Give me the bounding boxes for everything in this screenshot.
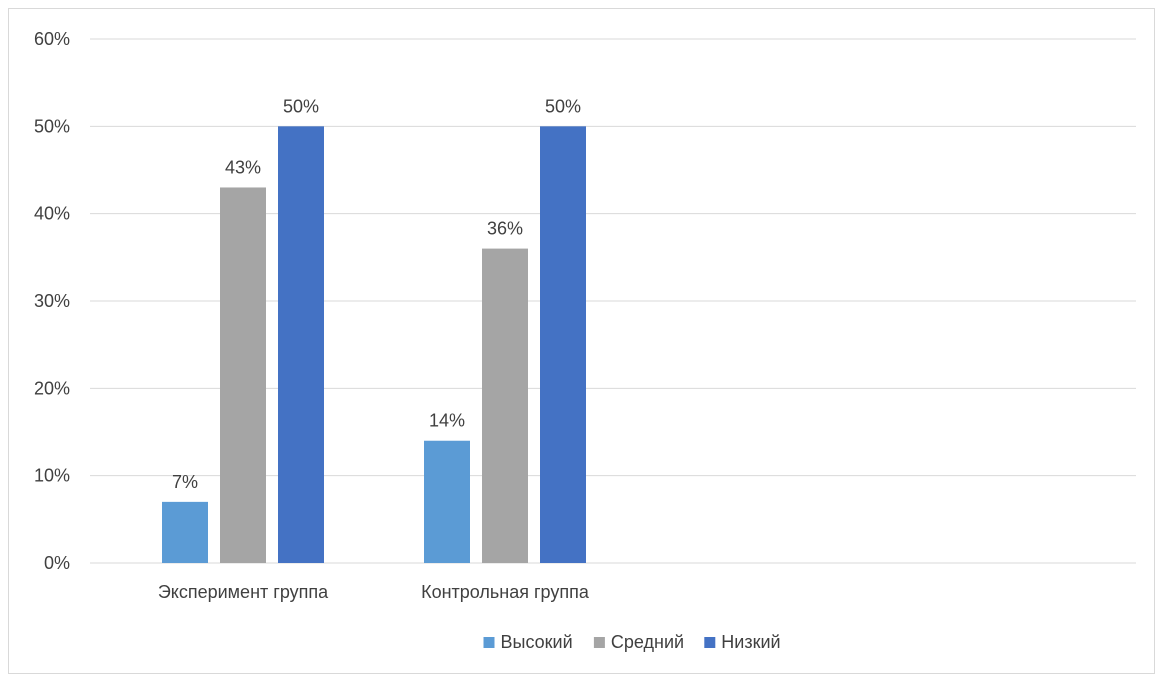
legend-swatch	[704, 637, 716, 648]
y-tick-label: 40%	[34, 204, 70, 224]
y-tick-label: 50%	[34, 116, 70, 136]
legend-label: Низкий	[721, 632, 780, 652]
data-label: 14%	[429, 411, 465, 431]
legend-swatch	[483, 637, 495, 648]
bar[interactable]	[278, 126, 324, 563]
y-tick-label: 30%	[34, 291, 70, 311]
legend-swatch	[593, 637, 605, 648]
legend-label: Средний	[611, 632, 684, 652]
legend-label: Высокий	[501, 632, 573, 652]
bar[interactable]	[162, 501, 208, 563]
data-label: 36%	[487, 219, 523, 239]
data-label: 7%	[172, 472, 198, 492]
bar[interactable]	[424, 440, 470, 563]
category-label: Эксперимент группа	[158, 582, 329, 602]
y-tick-label: 0%	[44, 553, 70, 573]
category-label: Контрольная группа	[421, 582, 590, 602]
y-tick-label: 10%	[34, 466, 70, 486]
data-label: 50%	[545, 96, 581, 116]
bar[interactable]	[220, 187, 266, 563]
bar[interactable]	[540, 126, 586, 563]
data-label: 50%	[283, 96, 319, 116]
y-tick-label: 60%	[34, 29, 70, 49]
y-tick-label: 20%	[34, 378, 70, 398]
data-label: 43%	[225, 157, 261, 177]
bar[interactable]	[482, 248, 528, 563]
